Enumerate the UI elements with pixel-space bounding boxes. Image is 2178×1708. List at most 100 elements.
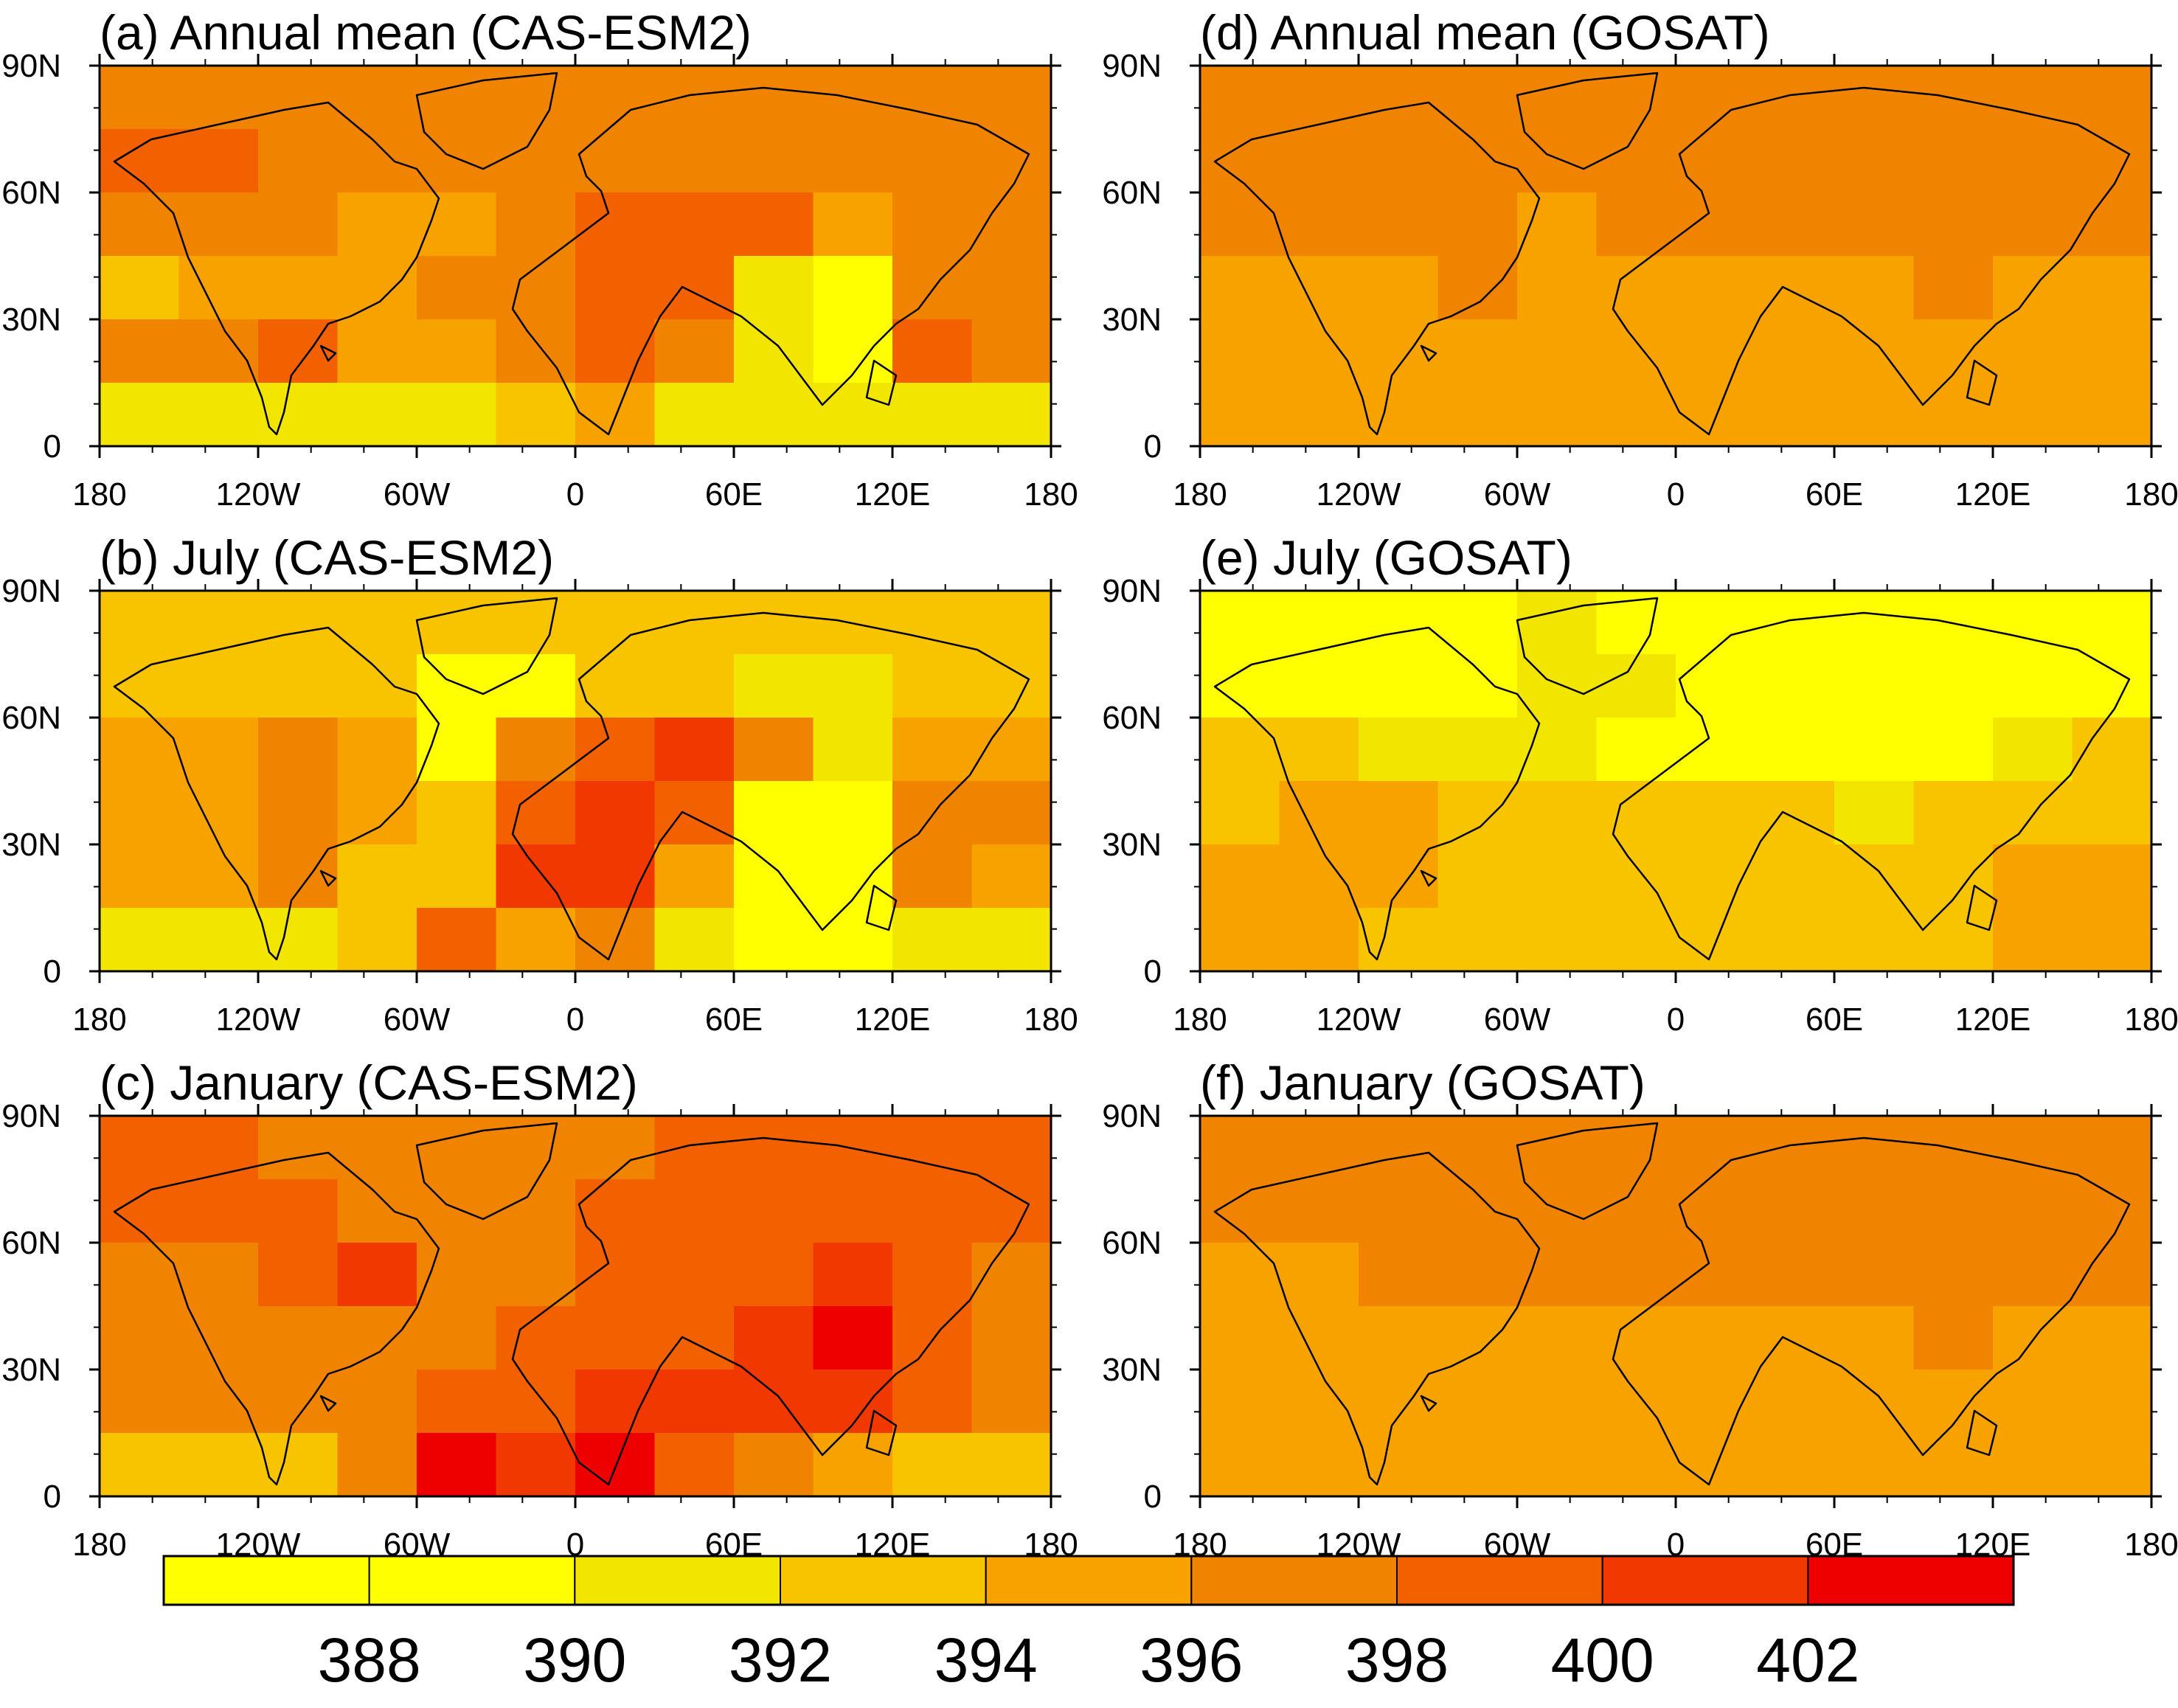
x-tick-label: 180 <box>2124 1001 2178 1038</box>
data-cell <box>654 781 735 845</box>
data-cell <box>337 1433 417 1496</box>
y-tick-label: 90N <box>1102 1098 1162 1134</box>
data-cell <box>417 383 497 446</box>
data-cell <box>1279 383 1359 446</box>
data-cell <box>1437 844 1518 909</box>
data-cell <box>1596 319 1676 383</box>
data-cell <box>1596 1369 1676 1434</box>
data-cell <box>892 256 973 320</box>
data-cell <box>1437 129 1518 193</box>
data-cell <box>1517 66 1598 130</box>
colorbar-label: 402 <box>1756 1625 1859 1695</box>
data-cell <box>892 1369 973 1434</box>
data-cell <box>1755 781 1835 845</box>
data-cell <box>1437 718 1518 782</box>
data-cell <box>100 654 180 718</box>
data-cell <box>1834 192 1915 257</box>
data-cell <box>1993 1243 2073 1307</box>
x-tick-label: 60E <box>705 1001 763 1038</box>
data-cell <box>892 718 973 782</box>
data-field <box>100 66 1051 446</box>
data-cell <box>496 256 576 320</box>
data-cell <box>1200 66 1280 130</box>
data-cell <box>654 844 735 909</box>
data-cell <box>1834 591 1915 655</box>
data-cell <box>1596 1116 1676 1180</box>
data-cell <box>337 844 417 909</box>
data-cell <box>1437 1179 1518 1243</box>
data-cell <box>178 1179 259 1243</box>
y-tick-label: 60N <box>1 175 61 211</box>
data-cell <box>892 192 973 257</box>
data-cell <box>496 844 576 909</box>
data-cell <box>734 319 814 383</box>
data-cell <box>178 319 259 383</box>
data-cell <box>100 591 180 655</box>
data-cell <box>813 718 893 782</box>
data-cell <box>100 66 180 130</box>
data-cell <box>1517 256 1598 320</box>
data-cell <box>1913 256 1994 320</box>
data-cell <box>100 319 180 383</box>
data-cell <box>1437 383 1518 446</box>
data-cell <box>1359 1369 1439 1434</box>
data-cell <box>1279 1243 1359 1307</box>
data-cell <box>1676 66 1756 130</box>
data-cell <box>971 844 1051 909</box>
y-tick-label: 90N <box>1102 48 1162 84</box>
data-cell <box>1913 192 1994 257</box>
data-cell <box>337 908 417 971</box>
y-tick-label: 90N <box>1 48 61 84</box>
data-cell <box>971 908 1051 971</box>
data-cell <box>654 654 735 718</box>
colorbar-box <box>574 1555 782 1605</box>
data-cell <box>971 654 1051 718</box>
y-tick-label: 60N <box>1102 700 1162 736</box>
data-cell <box>1834 1306 1915 1370</box>
data-cell <box>813 908 893 971</box>
data-cell <box>734 1433 814 1496</box>
y-tick-label: 30N <box>1102 302 1162 338</box>
data-cell <box>813 654 893 718</box>
data-cell <box>1596 192 1676 257</box>
data-cell <box>417 1369 497 1434</box>
data-cell <box>1596 591 1676 655</box>
data-cell <box>575 1306 656 1370</box>
x-tick-label: 180 <box>1173 1001 1227 1038</box>
y-tick-label: 30N <box>1102 827 1162 863</box>
y-tick-label: 60N <box>1 1225 61 1261</box>
data-cell <box>337 256 417 320</box>
data-cell <box>258 1116 339 1180</box>
data-cell <box>2072 591 2151 655</box>
data-cell <box>1437 1243 1518 1307</box>
x-tick-label: 180 <box>72 1001 126 1038</box>
data-cell <box>654 1369 735 1434</box>
data-cell <box>417 718 497 782</box>
data-cell <box>258 654 339 718</box>
data-cell <box>575 129 656 193</box>
data-cell <box>892 908 973 971</box>
data-cell <box>654 718 735 782</box>
data-cell <box>1834 781 1915 845</box>
data-cell <box>971 781 1051 845</box>
data-cell <box>654 256 735 320</box>
data-cell <box>892 319 973 383</box>
data-cell <box>1200 1306 1280 1370</box>
data-cell <box>258 192 339 257</box>
data-cell <box>1437 1369 1518 1434</box>
data-cell <box>337 654 417 718</box>
y-tick-label: 60N <box>1 700 61 736</box>
colorbar-box <box>780 1555 987 1605</box>
data-cell <box>1676 781 1756 845</box>
y-tick-label: 0 <box>44 428 61 465</box>
data-cell <box>1676 654 1756 718</box>
data-cell <box>100 192 180 257</box>
data-cell <box>1834 908 1915 971</box>
colorbar-box <box>1396 1555 1603 1605</box>
data-cell <box>654 1179 735 1243</box>
data-cell <box>2072 1433 2151 1496</box>
data-cell <box>734 1369 814 1434</box>
colorbar-box <box>985 1555 1193 1605</box>
data-cell <box>1279 256 1359 320</box>
data-cell <box>178 654 259 718</box>
